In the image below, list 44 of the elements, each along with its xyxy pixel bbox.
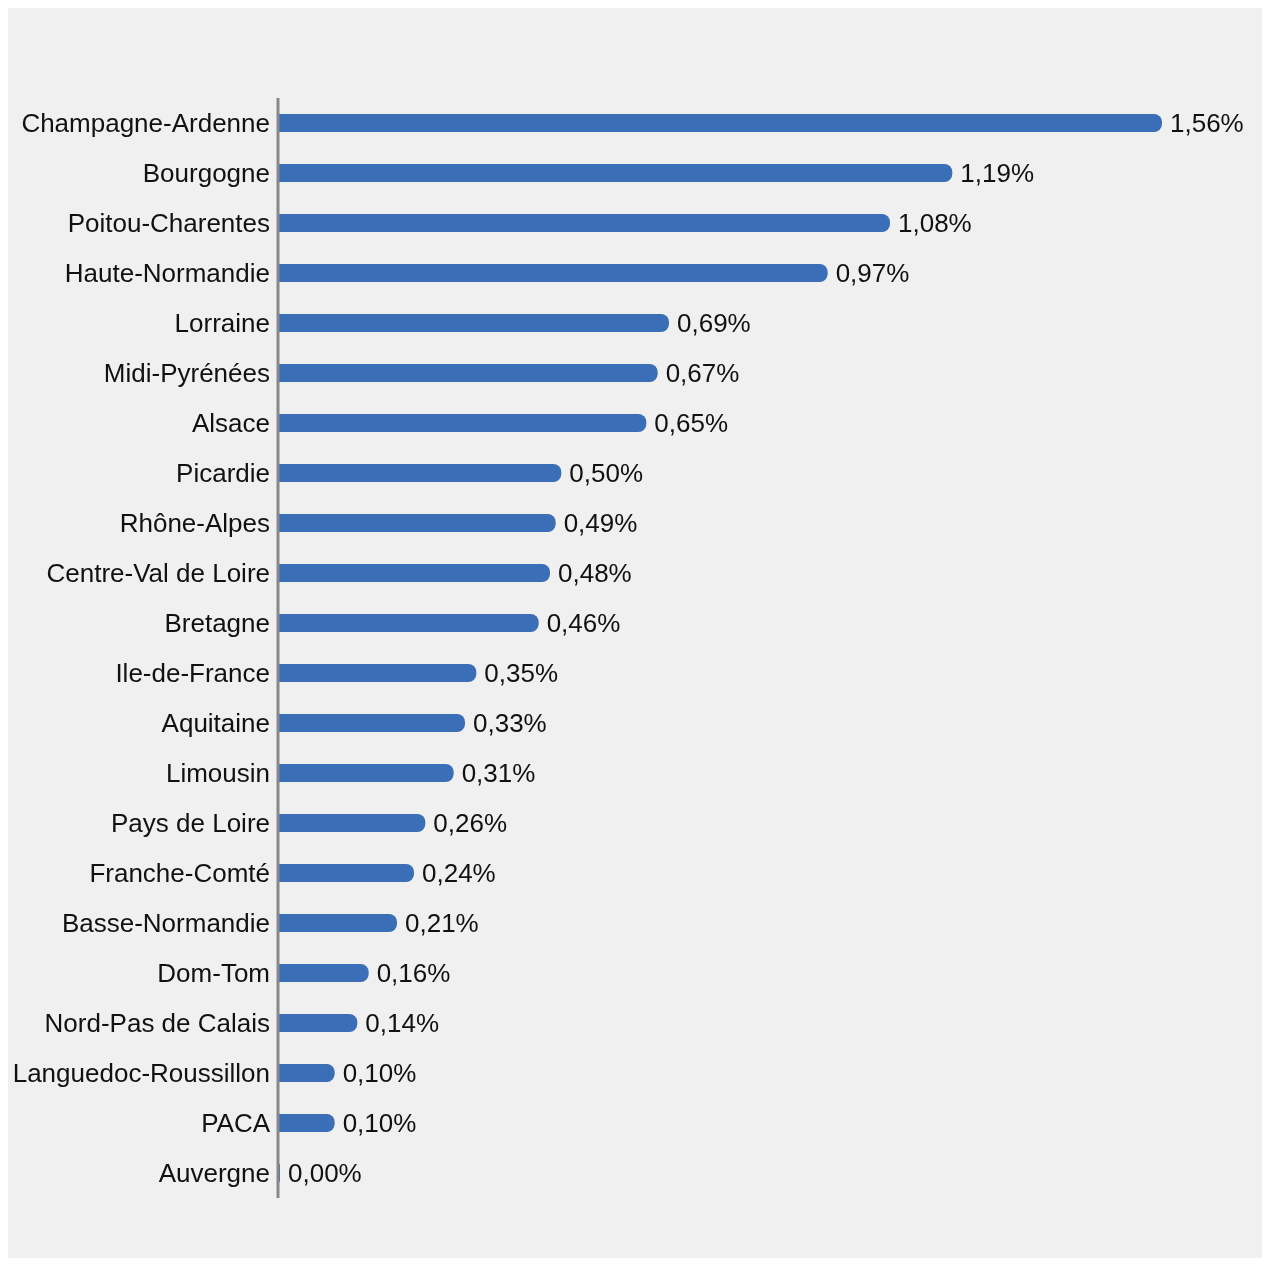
y-tick-label: Aquitaine bbox=[161, 708, 270, 739]
y-tick-label: Alsace bbox=[191, 408, 270, 439]
data-label: 0,21% bbox=[405, 908, 479, 938]
y-tick-label: Rhône-Alpes bbox=[119, 508, 270, 539]
y-tick-label: Franche-Comté bbox=[89, 858, 270, 889]
data-label: 1,19% bbox=[960, 158, 1035, 188]
data-label: 0,50% bbox=[569, 458, 644, 488]
data-label: 0,67% bbox=[665, 358, 740, 388]
data-label: 0,00% bbox=[288, 1158, 362, 1188]
data-label: 0,16% bbox=[376, 958, 451, 988]
y-tick-label: Limousin bbox=[165, 758, 270, 789]
y-tick-label: Champagne-Ardenne bbox=[21, 108, 270, 139]
y-tick-label: Midi-Pyrénées bbox=[103, 358, 270, 389]
data-label: 1,56% bbox=[1170, 108, 1244, 138]
data-label: 0,33% bbox=[473, 708, 547, 738]
y-tick-label: PACA bbox=[201, 1108, 271, 1139]
y-tick-label: Ile-de-France bbox=[115, 658, 270, 689]
y-tick-label: Languedoc-Roussillon bbox=[12, 1058, 270, 1089]
data-label: 0,10% bbox=[342, 1058, 417, 1088]
data-label: 0,26% bbox=[433, 808, 508, 838]
data-label: 1,08% bbox=[898, 208, 972, 238]
y-tick-label: Centre-Val de Loire bbox=[46, 558, 270, 589]
data-label: 0,49% bbox=[563, 508, 638, 538]
y-tick-label: Haute-Normandie bbox=[64, 258, 270, 289]
data-label: 0,31% bbox=[461, 758, 536, 788]
y-tick-label: Bourgogne bbox=[142, 158, 270, 189]
data-label: 0,46% bbox=[546, 608, 621, 638]
data-label: 0,10% bbox=[342, 1108, 417, 1138]
y-tick-label: Basse-Normandie bbox=[61, 908, 270, 939]
y-tick-label: Picardie bbox=[176, 458, 270, 489]
y-tick-label: Poitou-Charentes bbox=[67, 208, 270, 239]
data-label: 0,65% bbox=[654, 408, 729, 438]
y-tick-label: Bretagne bbox=[164, 608, 270, 639]
y-tick-label: Dom-Tom bbox=[157, 958, 270, 989]
y-tick-label: Lorraine bbox=[174, 308, 270, 339]
y-tick-label: Auvergne bbox=[158, 1158, 270, 1189]
data-label: 0,48% bbox=[558, 558, 632, 588]
data-label: 0,69% bbox=[677, 308, 751, 338]
data-label: 0,14% bbox=[365, 1008, 440, 1038]
data-label: 0,97% bbox=[835, 258, 910, 288]
data-label: 0,35% bbox=[484, 658, 559, 688]
data-label: 0,24% bbox=[422, 858, 496, 888]
y-tick-label: Pays de Loire bbox=[111, 808, 270, 839]
y-tick-label: Nord-Pas de Calais bbox=[44, 1008, 270, 1039]
